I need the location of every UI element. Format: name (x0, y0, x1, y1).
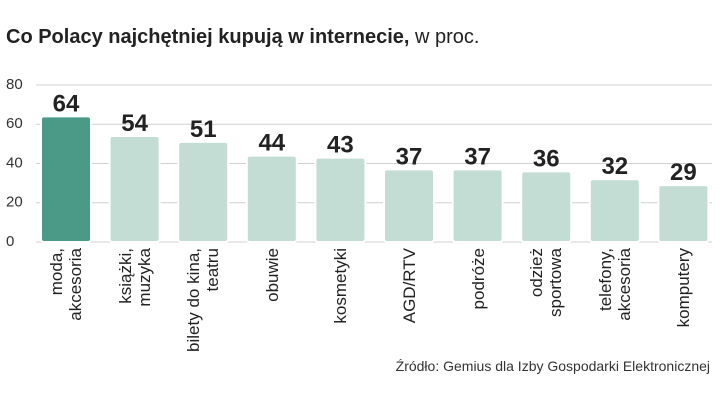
x-tick-label: telefony, akcesoria (595, 248, 634, 321)
value-label: 44 (258, 130, 285, 157)
bar (245, 154, 298, 243)
chart-title: Co Polacy najchętniej kupują w interneci… (6, 26, 410, 48)
x-tick-label: podróże (468, 248, 488, 310)
bar (40, 115, 92, 243)
value-label: 64 (53, 90, 80, 117)
bar (108, 135, 161, 243)
bar (657, 184, 710, 243)
y-tick-label: 0 (6, 233, 14, 250)
x-tick-label: moda, akcesoria (47, 248, 85, 321)
value-label: 51 (190, 116, 217, 143)
chart-subtitle: w proc. (415, 26, 480, 48)
x-tick-label: AGD/RTV (399, 248, 419, 324)
bar (177, 140, 230, 244)
value-label: 37 (396, 143, 423, 170)
value-label: 32 (601, 153, 628, 180)
value-label: 36 (533, 145, 560, 172)
chart-title-block: Co Polacy najchętniej kupują w interneci… (6, 26, 479, 49)
value-label: 37 (464, 143, 491, 170)
value-label: 43 (327, 132, 354, 159)
y-tick-label: 80 (6, 76, 23, 93)
bar (451, 168, 504, 243)
value-label: 29 (670, 159, 697, 186)
value-label: 54 (121, 110, 148, 137)
x-tick-label: książki, muzyka (115, 248, 154, 307)
source: Źródło: Gemius dla Izby Gospodarki Elekt… (395, 358, 710, 374)
x-tick-label: kosmetyki (330, 248, 350, 324)
y-tick-label: 20 (6, 194, 23, 211)
x-tick-label: obuwie (262, 248, 282, 302)
bar (383, 168, 435, 243)
y-tick-label: 40 (6, 154, 23, 171)
x-tick-label: komputery (673, 248, 693, 328)
bar (520, 170, 573, 244)
bar (588, 178, 641, 243)
x-tick-label: odzież sportowa (527, 248, 566, 317)
y-tick-label: 60 (6, 115, 23, 132)
bar (314, 156, 367, 243)
x-tick-label: bilety do kina, teatru (184, 248, 223, 352)
